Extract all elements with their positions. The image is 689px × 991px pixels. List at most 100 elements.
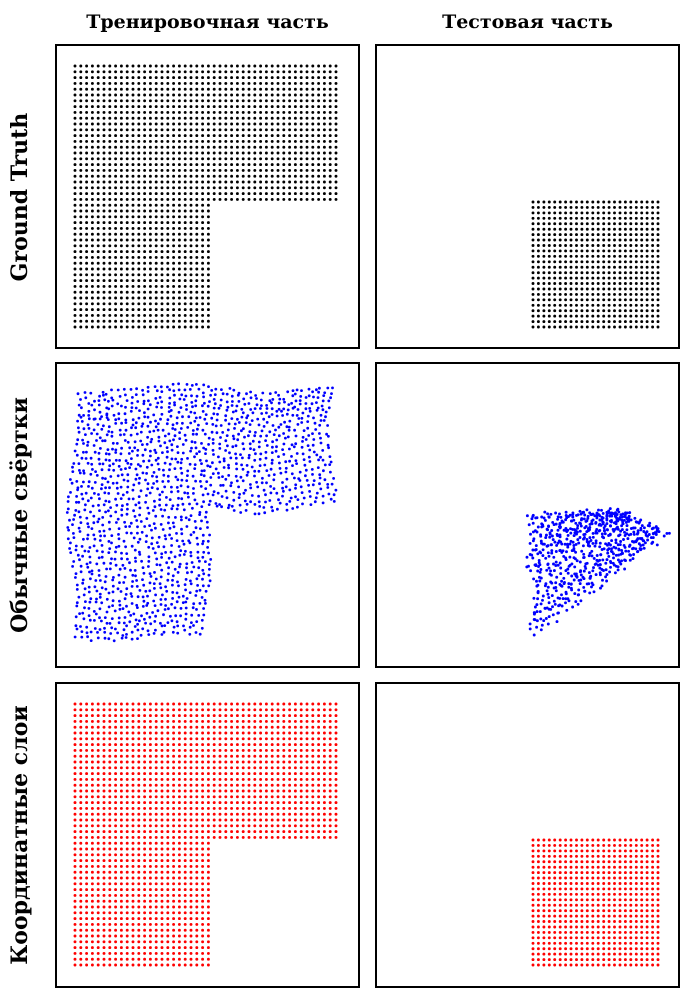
point bbox=[569, 227, 573, 231]
point bbox=[177, 238, 181, 242]
point bbox=[547, 601, 551, 605]
point bbox=[148, 279, 152, 283]
point bbox=[102, 267, 106, 271]
point bbox=[569, 298, 573, 302]
point bbox=[175, 600, 179, 604]
point bbox=[531, 200, 535, 204]
point bbox=[85, 134, 89, 138]
point bbox=[102, 772, 106, 776]
point bbox=[163, 624, 167, 627]
point bbox=[322, 81, 326, 85]
point bbox=[125, 512, 129, 516]
point bbox=[536, 249, 540, 253]
point bbox=[270, 180, 274, 184]
point bbox=[328, 70, 332, 74]
point bbox=[133, 440, 137, 444]
point bbox=[327, 434, 330, 438]
point bbox=[85, 743, 89, 747]
point bbox=[218, 99, 222, 103]
point bbox=[131, 580, 134, 583]
point bbox=[253, 70, 257, 74]
point bbox=[172, 122, 176, 126]
point bbox=[137, 812, 141, 816]
point bbox=[125, 99, 129, 103]
point bbox=[73, 168, 77, 172]
point bbox=[322, 128, 326, 132]
point bbox=[128, 620, 132, 624]
point bbox=[536, 233, 540, 237]
point bbox=[108, 853, 112, 857]
point bbox=[93, 492, 96, 495]
point bbox=[218, 110, 222, 114]
point bbox=[190, 446, 193, 450]
point bbox=[583, 532, 587, 536]
point bbox=[114, 122, 118, 126]
point bbox=[580, 298, 584, 302]
point bbox=[651, 325, 655, 329]
point bbox=[257, 512, 261, 516]
point bbox=[270, 157, 274, 161]
point bbox=[109, 562, 112, 565]
point bbox=[311, 87, 315, 91]
point bbox=[275, 409, 279, 413]
point bbox=[85, 708, 89, 712]
point bbox=[211, 423, 215, 426]
point bbox=[96, 731, 100, 735]
point bbox=[591, 249, 595, 253]
point bbox=[241, 116, 245, 120]
point bbox=[226, 428, 230, 432]
point bbox=[202, 474, 206, 478]
point bbox=[585, 325, 589, 329]
point bbox=[172, 93, 176, 97]
point bbox=[253, 99, 257, 103]
point bbox=[100, 586, 104, 590]
point bbox=[148, 250, 152, 254]
point bbox=[89, 391, 93, 395]
point bbox=[148, 128, 152, 132]
point bbox=[247, 110, 251, 114]
point bbox=[160, 168, 164, 172]
point bbox=[105, 433, 109, 437]
point bbox=[172, 313, 176, 317]
point bbox=[167, 607, 170, 611]
point bbox=[218, 87, 222, 91]
point bbox=[79, 853, 83, 857]
point bbox=[108, 737, 112, 741]
point bbox=[237, 485, 241, 489]
point bbox=[585, 200, 589, 204]
point bbox=[125, 209, 129, 213]
point bbox=[137, 818, 141, 822]
point bbox=[218, 447, 222, 450]
point bbox=[137, 760, 141, 764]
point bbox=[189, 514, 193, 517]
point bbox=[183, 221, 187, 225]
point bbox=[264, 70, 268, 74]
point bbox=[143, 180, 147, 184]
point bbox=[125, 151, 129, 155]
point bbox=[307, 387, 311, 391]
point bbox=[85, 766, 89, 770]
point bbox=[189, 267, 193, 271]
point bbox=[143, 922, 147, 926]
point bbox=[148, 864, 152, 868]
point bbox=[618, 543, 622, 547]
point bbox=[114, 870, 118, 874]
point bbox=[119, 882, 123, 886]
point bbox=[130, 544, 134, 548]
point bbox=[284, 485, 288, 489]
point bbox=[73, 110, 77, 114]
point bbox=[96, 255, 100, 259]
point bbox=[591, 244, 595, 247]
point bbox=[645, 200, 649, 204]
point bbox=[160, 180, 164, 184]
point bbox=[148, 174, 152, 178]
point bbox=[114, 174, 118, 178]
point bbox=[161, 480, 165, 483]
point bbox=[264, 157, 268, 161]
point bbox=[172, 290, 176, 294]
point bbox=[90, 238, 94, 242]
point bbox=[90, 572, 94, 576]
point bbox=[558, 309, 562, 313]
point bbox=[172, 255, 176, 259]
point bbox=[238, 492, 242, 496]
